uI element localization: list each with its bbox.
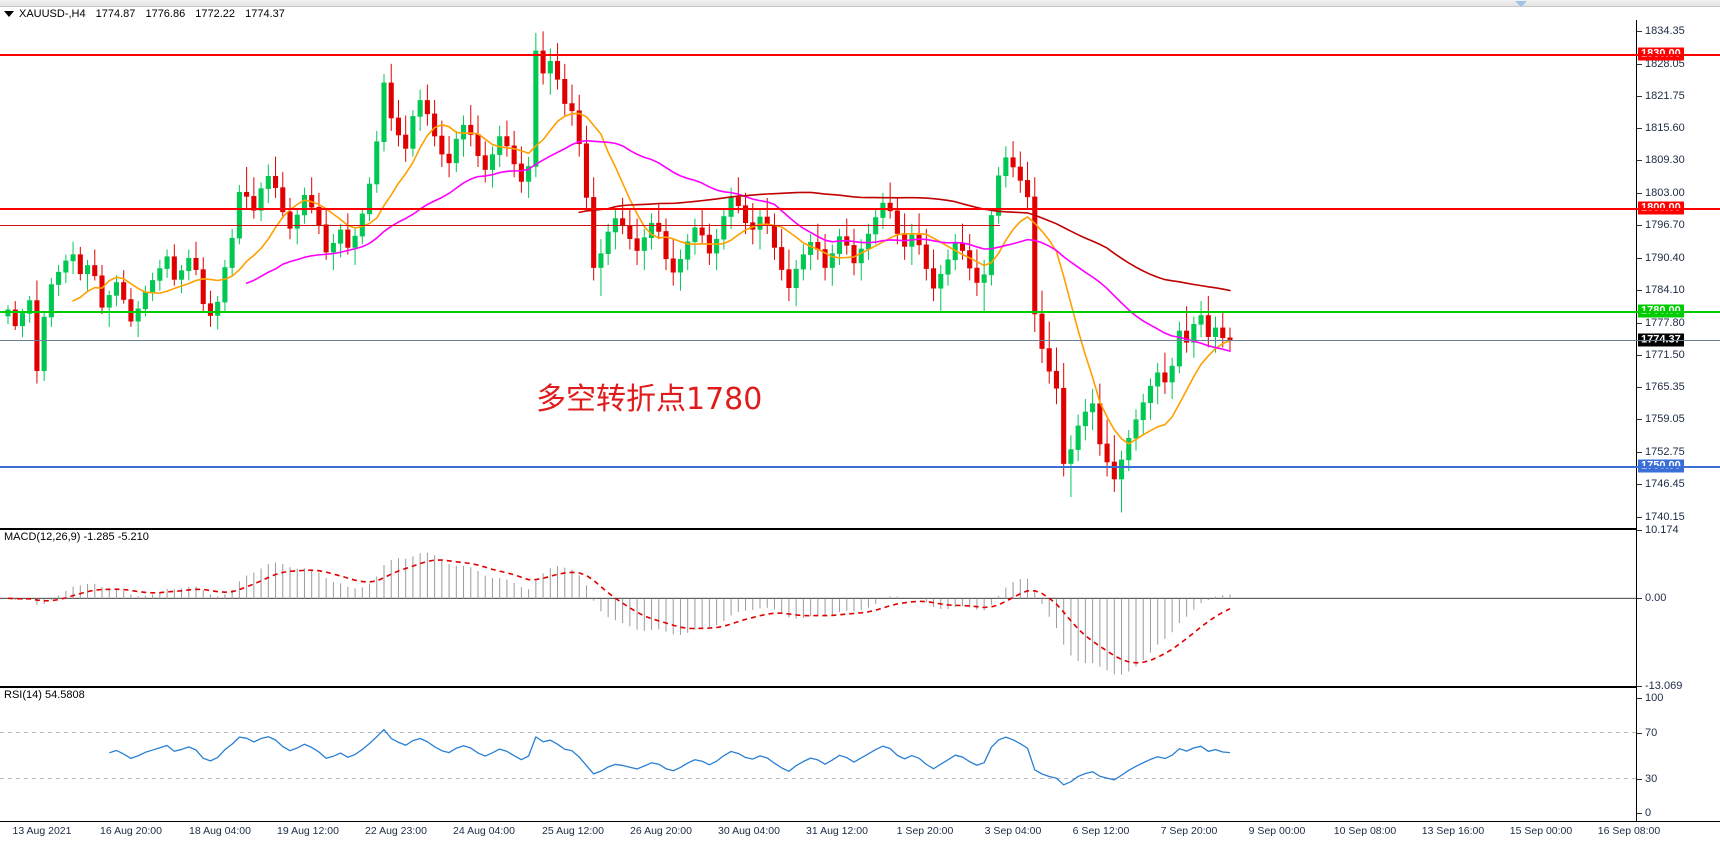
axis-tick <box>1637 63 1642 65</box>
price-axis-label: 1803.00 <box>1645 186 1685 199</box>
ohlc-high: 1776.86 <box>145 7 186 20</box>
price-axis-label: 1765.35 <box>1645 380 1685 393</box>
axis-tick <box>1637 322 1642 324</box>
axis-tick <box>1637 813 1642 814</box>
price-pane[interactable]: 多空转折点1780 <box>0 20 1636 528</box>
time-axis-label: 24 Aug 04:00 <box>453 825 515 837</box>
price-axis-label: 1746.45 <box>1645 478 1685 491</box>
price-axis-label: 1821.75 <box>1645 90 1685 103</box>
price-axis-label: 1777.80 <box>1645 316 1685 329</box>
level-line-current-price-1774[interactable] <box>0 340 1720 342</box>
macd-label: MACD(12,26,9) -1.285 -5.210 <box>4 531 149 543</box>
axis-tick <box>1637 484 1642 486</box>
time-axis-label: 26 Aug 20:00 <box>630 825 692 837</box>
time-axis-label: 10 Sep 08:00 <box>1333 825 1397 837</box>
time-axis-label: 16 Sep 08:00 <box>1597 825 1661 837</box>
symbol-header: XAUUSD-,H4 1774.87 1776.86 1772.22 1774.… <box>4 7 292 20</box>
axis-tick <box>1637 127 1642 129</box>
time-axis-label: 18 Aug 04:00 <box>189 825 251 837</box>
axis-tick <box>1637 516 1642 518</box>
axis-tick <box>1637 598 1642 600</box>
axis-tick <box>1637 96 1642 98</box>
axis-tick <box>1637 31 1642 33</box>
price-axis-label: 1759.05 <box>1645 413 1685 426</box>
price-axis-label: 1752.75 <box>1645 445 1685 458</box>
rsi-pane[interactable] <box>0 688 1636 821</box>
time-axis-label: 25 Aug 12:00 <box>542 825 604 837</box>
level-line-resistance-1830[interactable] <box>0 53 1720 56</box>
time-axis-label: 31 Aug 12:00 <box>806 825 868 837</box>
price-axis-label: 1740.15 <box>1645 510 1685 523</box>
time-axis-label: 7 Sep 20:00 <box>1160 825 1218 837</box>
axis-tick <box>1637 355 1642 357</box>
price-axis-label: 1815.60 <box>1645 121 1685 134</box>
axis-tick <box>1637 290 1642 292</box>
macd-plot <box>0 552 1636 675</box>
axis-tick <box>1637 192 1642 194</box>
pane-divider-rsi <box>0 686 1720 688</box>
level-line-minor-1796 <box>0 225 1000 227</box>
level-line-support-1750[interactable] <box>0 466 1720 469</box>
axis-tick <box>1637 686 1642 687</box>
time-axis-label: 19 Aug 12:00 <box>277 825 339 837</box>
time-axis-label: 16 Aug 20:00 <box>100 825 162 837</box>
price-axis-label: 1796.70 <box>1645 219 1685 232</box>
rsi-axis-label: 0 <box>1645 807 1652 819</box>
axis-tick <box>1637 419 1642 421</box>
axis-tick <box>1637 732 1642 734</box>
ohlc-close: 1774.37 <box>245 7 285 20</box>
axis-tick <box>1637 778 1642 780</box>
axis-tick <box>1637 530 1642 531</box>
price-axis-label: 1771.50 <box>1645 349 1685 362</box>
macd-axis-label: 0.00 <box>1645 592 1667 605</box>
price-scale-axis[interactable]: 1834.35 1828.05 1821.75 1815.60 1809.30 1803.… <box>1636 20 1720 821</box>
price-axis-label: 1809.30 <box>1645 154 1685 167</box>
time-axis-label: 9 Sep 00:00 <box>1248 825 1306 837</box>
rsi-axis-label: 70 <box>1645 726 1658 739</box>
time-axis-label: 13 Sep 16:00 <box>1421 825 1485 837</box>
level-line-resistance-1800[interactable] <box>0 208 1720 211</box>
rsi-label: RSI(14) 54.5808 <box>4 689 85 701</box>
level-line-pivot-1780[interactable] <box>0 311 1720 314</box>
price-axis-label: 1834.35 <box>1645 25 1685 38</box>
window-titlebar <box>0 0 1720 7</box>
symbol-label: XAUUSD-,H4 <box>19 7 86 20</box>
time-axis-label: 30 Aug 04:00 <box>718 825 780 837</box>
price-axis-label: 1784.10 <box>1645 284 1685 297</box>
macd-axis-label: 10.174 <box>1645 524 1679 536</box>
time-axis-label: 13 Aug 2021 <box>12 825 72 837</box>
axis-tick <box>1637 698 1642 699</box>
rsi-axis-label: 100 <box>1645 692 1664 704</box>
macd-pane[interactable] <box>0 530 1636 686</box>
rsi-plot <box>0 728 1636 786</box>
pane-divider-macd <box>0 528 1720 530</box>
rsi-axis-label: 30 <box>1645 772 1658 785</box>
time-scale-axis[interactable]: 13 Aug 2021 16 Aug 20:00 18 Aug 04:00 19 Au… <box>0 821 1720 841</box>
time-axis-label: 22 Aug 23:00 <box>365 825 427 837</box>
caret-down-icon[interactable] <box>4 10 14 17</box>
macd-axis-label: -13.069 <box>1645 680 1683 692</box>
price-axis-label: 1828.05 <box>1645 57 1685 70</box>
ohlc-open: 1774.87 <box>95 7 136 20</box>
chart-annotation-text: 多空转折点1780 <box>536 381 763 417</box>
axis-tick <box>1637 451 1642 453</box>
ohlc-low: 1772.22 <box>195 7 236 20</box>
time-axis-label: 15 Sep 00:00 <box>1509 825 1573 837</box>
scroll-thumb[interactable] <box>1513 0 1529 8</box>
axis-tick <box>1637 225 1642 227</box>
price-axis-label: 1790.40 <box>1645 251 1685 264</box>
axis-tick <box>1637 386 1642 388</box>
candlestick-chart <box>5 31 1233 513</box>
axis-tick <box>1637 160 1642 162</box>
axis-tick <box>1637 257 1642 259</box>
time-axis-label: 1 Sep 20:00 <box>896 825 954 837</box>
time-axis-label: 3 Sep 04:00 <box>984 825 1042 837</box>
time-axis-label: 6 Sep 12:00 <box>1072 825 1130 837</box>
